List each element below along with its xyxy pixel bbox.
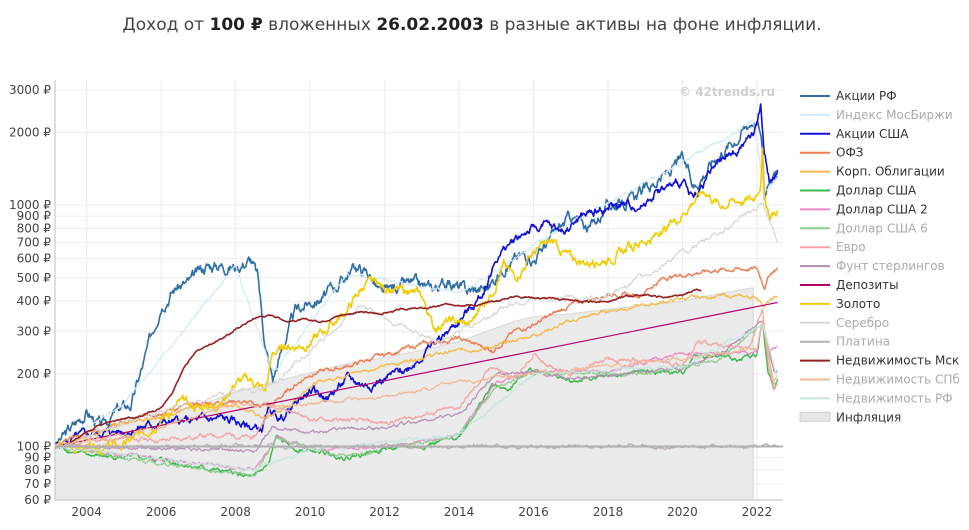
legend-label: Фунт стерлингов	[836, 259, 945, 273]
x-tick-label: 2010	[295, 505, 326, 519]
legend-item[interactable]: Фунт стерлингов	[800, 259, 945, 273]
series-14-line	[54, 288, 702, 448]
series-7-line	[54, 324, 778, 477]
title-prefix: Доход от	[122, 15, 209, 35]
x-tick-label: 2022	[742, 505, 773, 519]
legend-label: Инфляция	[836, 410, 901, 424]
legend-label: Недвижимость РФ	[836, 391, 953, 405]
series-1-line	[54, 119, 778, 448]
legend-label: Платина	[836, 335, 890, 349]
y-tick-label: 80 ₽	[24, 463, 51, 477]
title-suffix: в разные активы на фоне инфляции.	[484, 15, 822, 35]
legend-label: Акции РФ	[836, 89, 897, 103]
y-tick-label: 500 ₽	[17, 271, 52, 285]
series-12-line	[54, 202, 778, 449]
legend-item[interactable]: Акции РФ	[800, 89, 897, 103]
x-tick-label: 2012	[369, 505, 400, 519]
y-tick-label: 70 ₽	[24, 477, 51, 491]
y-tick-label: 2000 ₽	[9, 125, 51, 139]
y-tick-label: 100 ₽	[17, 439, 52, 453]
legend-item[interactable]: Индекс МосБиржи	[800, 108, 953, 122]
legend-item[interactable]: Инфляция	[799, 410, 901, 424]
legend-item[interactable]: Депозиты	[800, 278, 899, 292]
legend-label: Недвижимость СПб	[836, 373, 960, 387]
y-tick-label: 300 ₽	[17, 324, 52, 338]
legend-item[interactable]: ОФЗ	[800, 146, 863, 160]
legend-item[interactable]: Платина	[800, 335, 890, 349]
legend-item[interactable]: Корп. Облигации	[800, 165, 945, 179]
legend-label: Серебро	[836, 316, 889, 330]
y-tick-label: 400 ₽	[17, 294, 52, 308]
legend-item[interactable]: Недвижимость РФ	[800, 391, 953, 405]
y-tick-label: 60 ₽	[24, 493, 51, 507]
x-tick-label: 2006	[146, 505, 177, 519]
legend-item[interactable]: Доллар США 2	[800, 202, 928, 216]
legend-label: Корп. Облигации	[836, 165, 945, 179]
legend-item[interactable]: Доллар США 6	[800, 221, 928, 235]
series-9-line	[54, 320, 778, 453]
series-0-line	[54, 121, 778, 450]
title-amount: 100 ₽	[209, 15, 262, 35]
watermark: © 42trends.ru	[679, 85, 775, 99]
x-tick-label: 2016	[518, 505, 549, 519]
legend-item[interactable]: Недвижимость Мск	[800, 354, 959, 368]
series-16-line	[54, 324, 778, 472]
y-tick-label: 700 ₽	[17, 236, 52, 250]
legend-item[interactable]: Акции США	[800, 127, 909, 141]
chart-title: Доход от 100 ₽ вложенных 26.02.2003 в ра…	[122, 15, 821, 35]
x-axis: 2004 2006 2008 2010 2012 2014 2016 2018 2020 2022	[55, 499, 783, 519]
y-tick-label: 600 ₽	[17, 252, 52, 266]
x-tick-label: 2004	[71, 505, 102, 519]
series-15-line	[54, 319, 778, 447]
y-tick-label: 90 ₽	[24, 451, 51, 465]
legend-label: Золото	[836, 297, 880, 311]
legend-label: Доллар США 2	[836, 202, 928, 216]
title-date: 26.02.2003	[376, 15, 484, 35]
series-3-line	[54, 265, 779, 448]
legend: Акции РФ Индекс МосБиржи Акции США ОФЗ Корп.…	[799, 89, 960, 424]
series-layer	[54, 103, 779, 478]
legend-item[interactable]: Доллар США	[800, 184, 917, 198]
legend-item[interactable]: Серебро	[800, 316, 889, 330]
x-tick-label: 2018	[593, 505, 624, 519]
legend-label: Доллар США 6	[836, 221, 928, 235]
legend-item[interactable]: Евро	[800, 240, 866, 254]
y-tick-label: 200 ₽	[17, 367, 52, 381]
legend-label: Недвижимость Мск	[836, 354, 959, 368]
y-tick-label: 800 ₽	[17, 222, 52, 236]
legend-swatch	[799, 411, 831, 422]
y-tick-label: 3000 ₽	[9, 83, 51, 97]
legend-item[interactable]: Недвижимость СПб	[800, 373, 960, 387]
y-axis: 60 ₽ 70 ₽80 ₽90 ₽100 ₽ 200 ₽ 300 ₽ 400 ₽ 500 …	[9, 80, 56, 507]
legend-label: Акции США	[836, 127, 909, 141]
legend-label: ОФЗ	[836, 146, 863, 160]
legend-item[interactable]: Золото	[800, 297, 880, 311]
series-2-line	[55, 103, 779, 449]
y-tick-label: 1000 ₽	[9, 198, 51, 212]
legend-label: Индекс МосБиржи	[836, 108, 953, 122]
x-tick-label: 2014	[444, 505, 475, 519]
x-tick-label: 2008	[220, 505, 251, 519]
legend-label: Евро	[836, 240, 866, 254]
x-tick-label: 2020	[667, 505, 698, 519]
legend-label: Доллар США	[836, 184, 917, 198]
series-4-line	[54, 293, 778, 448]
legend-label: Депозиты	[836, 278, 899, 292]
y-tick-label: 900 ₽	[17, 209, 52, 223]
title-middle: вложенных	[263, 15, 377, 35]
